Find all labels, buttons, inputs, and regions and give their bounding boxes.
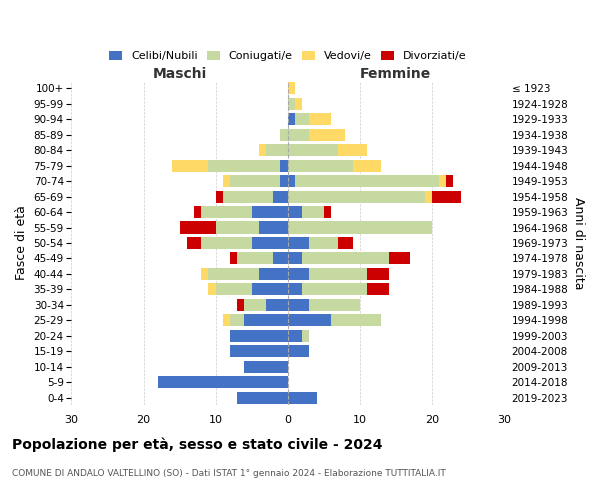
Bar [287, 284, 302, 296]
Bar [331, 314, 382, 326]
Bar [287, 392, 317, 404]
Bar [389, 252, 410, 264]
Bar [295, 114, 310, 126]
Bar [287, 345, 310, 357]
Bar [215, 190, 223, 202]
Bar [287, 160, 353, 172]
Bar [179, 222, 215, 234]
Bar [287, 190, 425, 202]
Bar [287, 237, 310, 249]
Bar [266, 299, 287, 311]
Bar [223, 314, 230, 326]
Bar [230, 345, 287, 357]
Bar [244, 360, 287, 372]
Text: COMUNE DI ANDALO VALTELLINO (SO) - Dati ISTAT 1° gennaio 2024 - Elaborazione TUT: COMUNE DI ANDALO VALTELLINO (SO) - Dati … [12, 468, 446, 477]
Bar [280, 160, 287, 172]
Bar [367, 268, 389, 280]
Bar [432, 190, 461, 202]
Bar [208, 284, 215, 296]
Bar [287, 206, 302, 218]
Bar [215, 222, 259, 234]
Bar [230, 252, 237, 264]
Bar [446, 175, 454, 187]
Bar [251, 284, 287, 296]
Bar [273, 252, 287, 264]
Text: Femmine: Femmine [360, 68, 431, 82]
Bar [302, 284, 367, 296]
Text: Maschi: Maschi [152, 68, 206, 82]
Bar [237, 252, 273, 264]
Bar [367, 284, 389, 296]
Text: Popolazione per età, sesso e stato civile - 2024: Popolazione per età, sesso e stato civil… [12, 438, 383, 452]
Bar [194, 206, 201, 218]
Bar [353, 160, 382, 172]
Bar [172, 160, 208, 172]
Bar [338, 144, 367, 156]
Bar [273, 190, 287, 202]
Bar [208, 160, 280, 172]
Y-axis label: Fasce di età: Fasce di età [15, 206, 28, 281]
Bar [280, 175, 287, 187]
Bar [215, 284, 251, 296]
Bar [295, 175, 439, 187]
Bar [287, 128, 310, 141]
Bar [266, 144, 287, 156]
Bar [230, 330, 287, 342]
Bar [287, 330, 302, 342]
Bar [201, 206, 251, 218]
Bar [201, 237, 251, 249]
Bar [324, 206, 331, 218]
Bar [287, 222, 432, 234]
Bar [230, 175, 280, 187]
Bar [425, 190, 432, 202]
Bar [237, 392, 287, 404]
Bar [295, 98, 302, 110]
Bar [439, 175, 446, 187]
Bar [223, 175, 230, 187]
Bar [287, 114, 295, 126]
Bar [287, 82, 295, 94]
Bar [223, 190, 273, 202]
Bar [302, 252, 389, 264]
Bar [230, 314, 244, 326]
Bar [287, 98, 295, 110]
Bar [158, 376, 287, 388]
Bar [208, 268, 259, 280]
Bar [310, 299, 360, 311]
Bar [310, 114, 331, 126]
Y-axis label: Anni di nascita: Anni di nascita [572, 196, 585, 289]
Bar [338, 237, 353, 249]
Bar [244, 314, 287, 326]
Bar [302, 206, 324, 218]
Bar [287, 299, 310, 311]
Bar [187, 237, 201, 249]
Bar [201, 268, 208, 280]
Bar [287, 144, 338, 156]
Bar [251, 237, 287, 249]
Bar [287, 175, 295, 187]
Bar [302, 330, 310, 342]
Bar [251, 206, 287, 218]
Bar [287, 314, 331, 326]
Bar [287, 252, 302, 264]
Bar [287, 268, 310, 280]
Bar [310, 237, 338, 249]
Bar [280, 128, 287, 141]
Bar [259, 222, 287, 234]
Bar [244, 299, 266, 311]
Legend: Celibi/Nubili, Coniugati/e, Vedovi/e, Divorziati/e: Celibi/Nubili, Coniugati/e, Vedovi/e, Di… [106, 47, 470, 64]
Bar [259, 268, 287, 280]
Bar [259, 144, 266, 156]
Bar [237, 299, 244, 311]
Bar [310, 268, 367, 280]
Bar [310, 128, 346, 141]
